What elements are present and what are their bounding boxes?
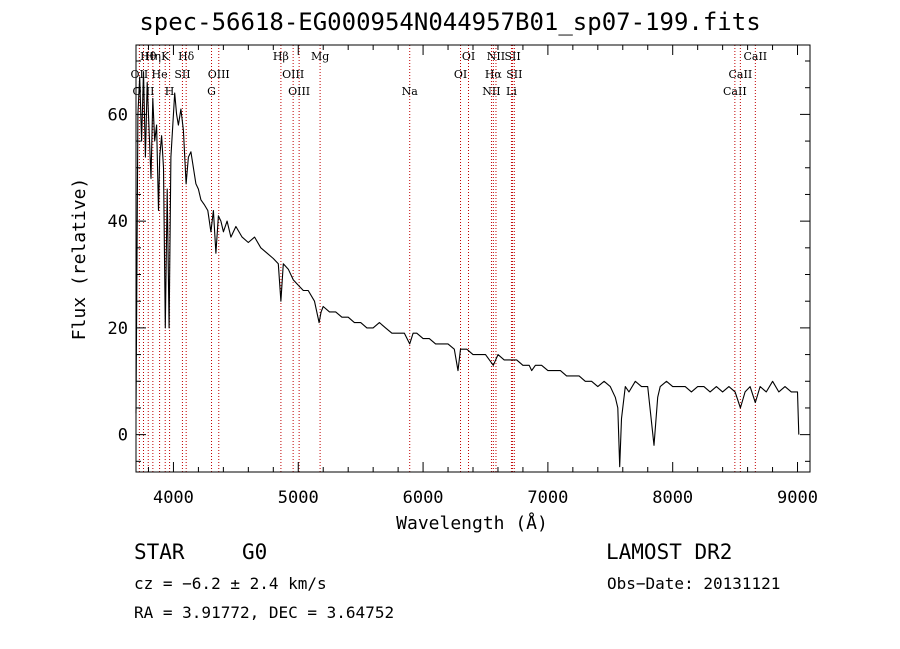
y-axis-label: Flux (relative) xyxy=(69,178,90,341)
spectral-line-label: H xyxy=(165,85,175,98)
spectrum-series-line xyxy=(135,71,800,468)
spectral-line-label: CaII xyxy=(723,85,747,98)
y-tick-label: 60 xyxy=(108,105,128,125)
spectral-lines-layer xyxy=(138,45,756,472)
ticks-layer: 4000 5000 6000 7000 8000 9000 0 20 40 60 xyxy=(108,45,818,508)
x-tick-label: 4000 xyxy=(153,488,194,508)
spectral-line-label: OI xyxy=(462,50,475,63)
spectral-line-label: Hβ xyxy=(273,50,289,63)
chart-title: spec-56618-EG000954N044957B01_sp07-199.f… xyxy=(139,8,761,36)
spectral-line-label: NII xyxy=(487,50,505,63)
spectral-line-label: Na xyxy=(402,85,419,98)
spectral-line-label: G xyxy=(207,85,216,98)
spectral-line-label: Hη xyxy=(145,50,161,63)
x-tick-label: 8000 xyxy=(652,488,693,508)
obs-date: Obs−Date: 20131121 xyxy=(607,574,781,593)
y-tick-label: 40 xyxy=(108,212,128,232)
spectral-line-label: Mg xyxy=(311,50,329,63)
spectral-line-label: Li xyxy=(506,85,517,98)
spectral-line-label: Hα xyxy=(485,68,503,81)
spectral-line-label: K xyxy=(161,50,170,63)
spectral-line-label: SII xyxy=(506,68,522,81)
spectral-line-label: CaII xyxy=(729,68,753,81)
spectral-line-label: CaII xyxy=(743,50,767,63)
spectral-line-label: OIII xyxy=(288,85,310,98)
spectral-line-label: OIII xyxy=(208,68,230,81)
object-class: STAR xyxy=(134,540,185,564)
spectral-line-label: Hδ xyxy=(178,50,195,63)
spectral-line-label: SII xyxy=(174,68,190,81)
x-tick-label: 6000 xyxy=(403,488,444,508)
redshift-cz: cz = −6.2 ± 2.4 km/s xyxy=(134,574,327,593)
x-tick-label: 9000 xyxy=(777,488,818,508)
x-tick-label: 5000 xyxy=(278,488,319,508)
object-subclass: G0 xyxy=(242,540,268,564)
spectral-line-label: Hθ xyxy=(140,50,157,63)
spectral-line-label: OI xyxy=(454,68,467,81)
y-tick-label: 0 xyxy=(118,426,128,446)
spectral-line-label: OIII xyxy=(282,68,304,81)
x-axis-label: Wavelength (Å) xyxy=(396,512,548,534)
spectral-line-label: OII xyxy=(131,68,149,81)
spectral-line-label: He xyxy=(152,68,168,81)
plot-frame xyxy=(135,44,811,473)
coordinates: RA = 3.91772, DEC = 3.64752 xyxy=(134,603,395,622)
spectral-line-label: SII xyxy=(504,50,520,63)
y-tick-label: 20 xyxy=(108,319,128,339)
series-layer xyxy=(135,71,800,468)
spectral-line-label: NII xyxy=(482,85,500,98)
x-tick-label: 7000 xyxy=(527,488,568,508)
survey-name: LAMOST DR2 xyxy=(606,540,733,564)
spectral-line-label: OIII xyxy=(132,85,154,98)
